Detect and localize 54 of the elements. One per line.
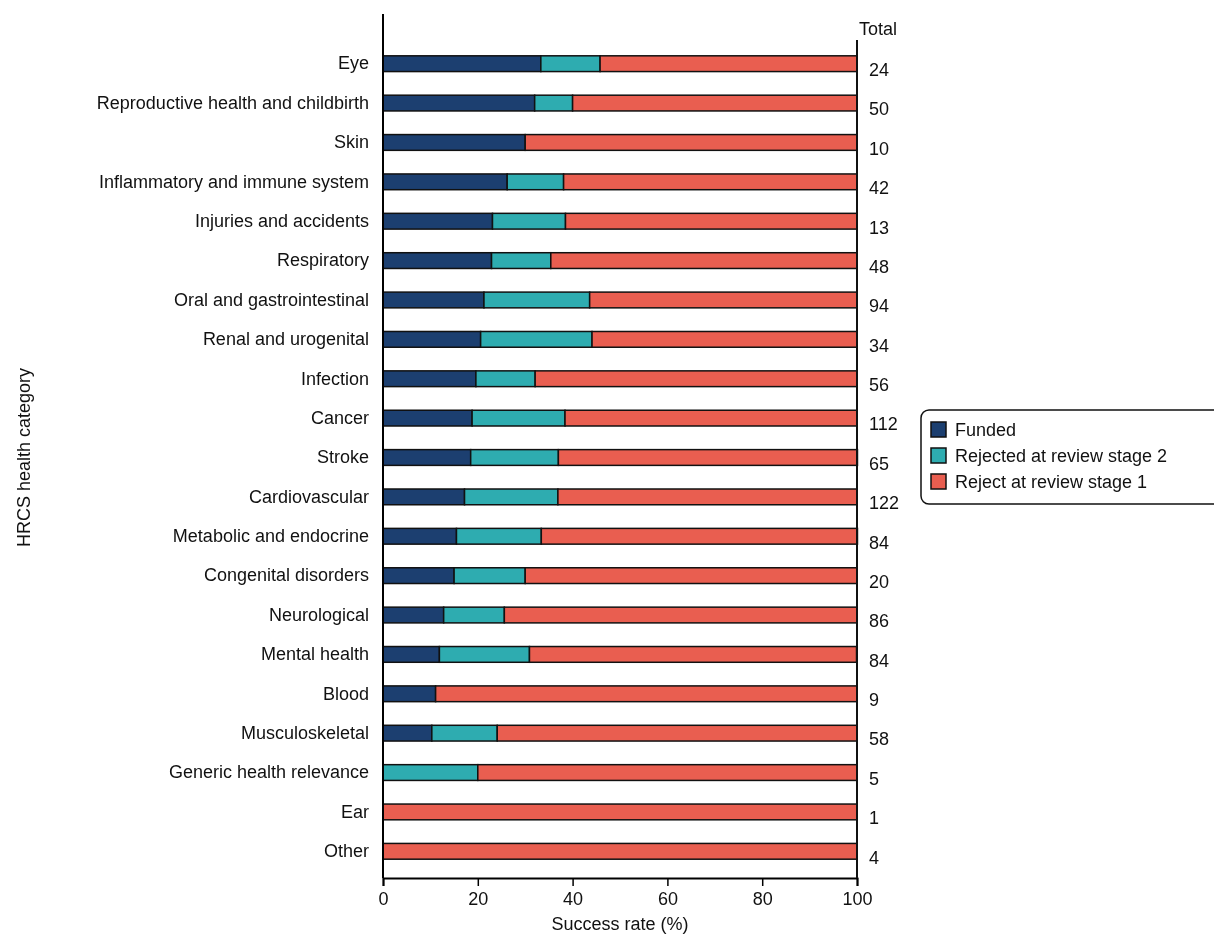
- x-tick-label: 40: [563, 889, 584, 910]
- text: 1: [869, 808, 880, 829]
- y-tick-label: Injuries and accidents: [194, 210, 369, 231]
- text: 4: [869, 847, 880, 868]
- text: 9: [869, 690, 880, 711]
- text: 58: [869, 729, 890, 750]
- text: 86: [869, 611, 890, 632]
- y-tick-label: Other: [323, 841, 369, 862]
- y-tick-label: Generic health relevance: [168, 762, 369, 783]
- legend-label: Rejected at review stage 2: [955, 446, 1168, 467]
- text: 34: [869, 335, 890, 356]
- x-axis-title: Success rate (%): [551, 914, 689, 934]
- y-tick-label: Skin: [333, 132, 369, 153]
- x-tick-label: 100: [842, 889, 873, 910]
- y-tick-label: Infection: [300, 368, 369, 389]
- legend-label: Funded: [955, 420, 1017, 441]
- y-tick-label: Metabolic and endocrine: [172, 526, 369, 547]
- text: 65: [869, 453, 890, 474]
- text: 94: [869, 296, 890, 317]
- text: 42: [869, 178, 890, 199]
- x-tick-label: 20: [468, 889, 489, 910]
- text: 24: [869, 59, 890, 80]
- text: 10: [869, 138, 890, 159]
- text: 112: [869, 414, 898, 435]
- y-axis-title: HRCS health category: [14, 367, 34, 548]
- y-tick-label: Respiratory: [276, 250, 369, 271]
- y-tick-label: Blood: [322, 683, 369, 704]
- text: 84: [869, 650, 890, 671]
- y-tick-label: Reproductive health and childbirth: [96, 92, 369, 113]
- text: 48: [869, 256, 890, 277]
- text: Total: [859, 19, 898, 39]
- text: 50: [869, 99, 890, 120]
- x-tick-label: 80: [752, 889, 773, 910]
- y-tick-label: Mental health: [260, 644, 369, 665]
- y-tick-label: Inflammatory and immune system: [98, 171, 369, 192]
- y-tick-label: Congenital disorders: [203, 565, 369, 586]
- y-tick-label: Cancer: [310, 407, 369, 428]
- y-tick-label: Cardiovascular: [248, 486, 369, 507]
- x-tick-label: 0: [378, 889, 389, 910]
- y-tick-label: Musculoskeletal: [240, 722, 369, 743]
- text: 13: [869, 217, 890, 238]
- text: 5: [869, 768, 880, 789]
- text: 122: [869, 493, 900, 514]
- y-tick-label: Ear: [340, 801, 369, 822]
- y-tick-label: Eye: [337, 53, 369, 74]
- x-tick-label: 60: [657, 889, 678, 910]
- text: 20: [869, 571, 890, 592]
- y-tick-label: Renal and urogenital: [202, 329, 369, 350]
- y-tick-label: Oral and gastrointestinal: [173, 289, 369, 310]
- y-tick-label: Neurological: [268, 604, 369, 625]
- y-tick-label: Stroke: [316, 447, 369, 468]
- text: 56: [869, 375, 890, 396]
- text: 84: [869, 532, 890, 553]
- legend-label: Reject at review stage 1: [955, 472, 1148, 493]
